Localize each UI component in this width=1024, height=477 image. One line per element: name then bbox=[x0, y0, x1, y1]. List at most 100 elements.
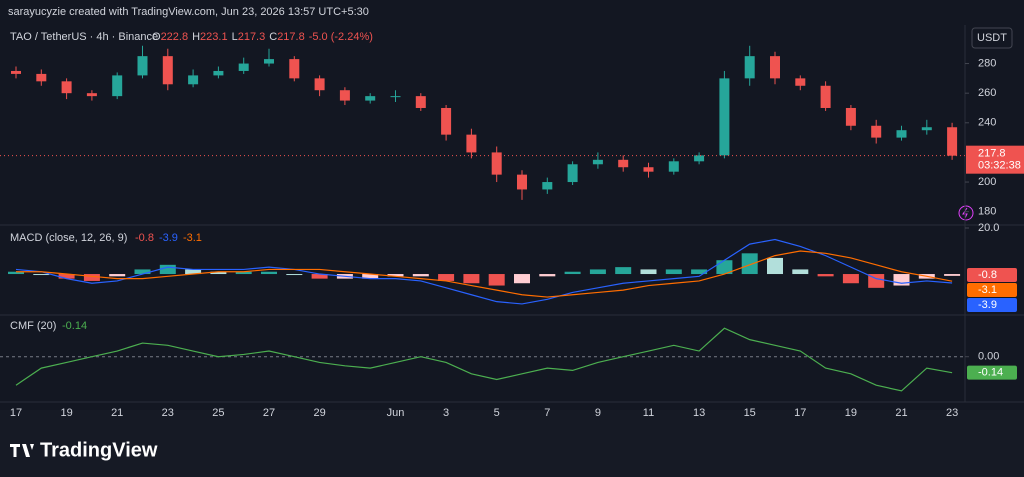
alert-icon[interactable] bbox=[958, 205, 974, 221]
histogram-bar bbox=[691, 269, 708, 275]
indicator-value: -3.1 bbox=[183, 232, 202, 244]
candle-body bbox=[643, 167, 654, 172]
candle-body bbox=[213, 70, 224, 76]
histogram-bar bbox=[83, 274, 100, 281]
histogram-bar bbox=[33, 274, 50, 276]
histogram-bar bbox=[792, 269, 809, 275]
ohlc-label: L bbox=[232, 31, 238, 43]
candle-body bbox=[314, 78, 325, 91]
y-tick-label: 260 bbox=[978, 87, 996, 99]
candle-body bbox=[390, 96, 401, 98]
candle-body bbox=[947, 127, 958, 156]
candle-body bbox=[112, 75, 123, 97]
histogram-bar bbox=[944, 274, 961, 276]
x-tick-label: 15 bbox=[744, 407, 756, 419]
candle-body bbox=[871, 125, 882, 138]
indicator-value: -0.8 bbox=[135, 232, 154, 244]
histogram-bar bbox=[488, 274, 505, 286]
histogram-bar bbox=[261, 271, 277, 275]
histogram-bar bbox=[387, 274, 404, 277]
candle-body bbox=[542, 182, 553, 190]
histogram-bar bbox=[185, 269, 202, 275]
x-tick-label: 7 bbox=[544, 407, 550, 419]
x-tick-label: 29 bbox=[313, 407, 325, 419]
histogram-bar bbox=[463, 274, 480, 284]
candle-body bbox=[694, 155, 705, 162]
histogram-bar bbox=[8, 271, 24, 275]
y-tick-label: 240 bbox=[978, 117, 996, 129]
histogram-bar bbox=[235, 271, 252, 275]
x-tick-label: 13 bbox=[693, 407, 705, 419]
x-tick-label: 3 bbox=[443, 407, 449, 419]
candle-body bbox=[618, 159, 629, 168]
countdown: 03:32:38 bbox=[978, 160, 1021, 172]
histogram-bar bbox=[842, 274, 859, 284]
candle-body bbox=[137, 56, 148, 76]
axis-value-tag: -0.8 bbox=[978, 269, 997, 281]
candle-body bbox=[491, 152, 502, 175]
x-tick-label: 17 bbox=[794, 407, 806, 419]
x-tick-label: 21 bbox=[895, 407, 907, 419]
macd-line bbox=[16, 250, 953, 298]
candle-body bbox=[795, 78, 806, 86]
candle-body bbox=[86, 93, 97, 97]
y-tick-label: 20.0 bbox=[978, 222, 999, 234]
y-tick-label: 0.00 bbox=[978, 351, 999, 363]
credit: sarayucyzie created with TradingView.com… bbox=[8, 6, 369, 18]
histogram-bar bbox=[539, 274, 556, 277]
candle-body bbox=[441, 107, 452, 135]
histogram-bar bbox=[615, 267, 632, 275]
histogram-bar bbox=[159, 264, 176, 275]
y-tick-label: 280 bbox=[978, 57, 996, 69]
ohlc-value: 217.3 bbox=[238, 31, 266, 43]
x-tick-label: Jun bbox=[387, 407, 405, 419]
change: -5.0 (-2.24%) bbox=[309, 31, 373, 43]
candle-body bbox=[744, 56, 755, 79]
y-tick-label: 180 bbox=[978, 206, 996, 218]
histogram-bar bbox=[716, 260, 733, 275]
axis-value-tag: -0.14 bbox=[978, 367, 1003, 379]
currency-label[interactable]: USDT bbox=[977, 32, 1007, 44]
x-tick-label: 25 bbox=[212, 407, 224, 419]
candle-body bbox=[770, 56, 780, 79]
candle-body bbox=[36, 73, 47, 82]
histogram-bar bbox=[286, 274, 303, 276]
histogram-bar bbox=[311, 274, 328, 279]
candle-body bbox=[188, 75, 199, 85]
x-tick-label: 19 bbox=[845, 407, 857, 419]
candle-body bbox=[162, 56, 173, 85]
candle-body bbox=[289, 59, 300, 79]
histogram-bar bbox=[665, 269, 682, 275]
logo-text: TradingView bbox=[40, 439, 158, 461]
candle-body bbox=[238, 63, 249, 71]
axis-value-tag-bg bbox=[967, 283, 1017, 297]
panel-title: TAO / TetherUS · 4h · Binance bbox=[10, 31, 158, 43]
histogram-bar bbox=[58, 274, 75, 279]
ohlc-label: H bbox=[192, 31, 200, 43]
candle-body bbox=[415, 96, 426, 108]
histogram-bar bbox=[767, 257, 783, 275]
candle-body bbox=[668, 161, 679, 172]
candle-body bbox=[339, 90, 350, 101]
histogram-bar bbox=[412, 274, 429, 277]
macd-line bbox=[15, 238, 953, 305]
histogram-bar bbox=[640, 269, 657, 275]
indicator-values: -0.8 -3.9 -3.1 bbox=[135, 232, 202, 244]
axis-value-tag: -3.1 bbox=[978, 284, 997, 296]
indicator-value: -3.9 bbox=[159, 232, 178, 244]
x-tick-label: 5 bbox=[494, 407, 500, 419]
histogram-bar bbox=[893, 274, 910, 286]
histogram-bar bbox=[134, 269, 151, 275]
histogram-bar bbox=[817, 274, 834, 277]
axis-value-tag-bg bbox=[967, 298, 1017, 312]
candle-body bbox=[719, 78, 730, 156]
ohlc-label: O bbox=[152, 31, 161, 43]
x-tick-label: 23 bbox=[162, 407, 174, 419]
cmf-line bbox=[15, 327, 953, 392]
x-tick-label: 27 bbox=[263, 407, 275, 419]
axis-value-tag: -3.9 bbox=[978, 299, 997, 311]
candle-body bbox=[820, 85, 831, 108]
currency-button[interactable] bbox=[971, 27, 1013, 49]
x-tick-label: 11 bbox=[643, 407, 654, 419]
